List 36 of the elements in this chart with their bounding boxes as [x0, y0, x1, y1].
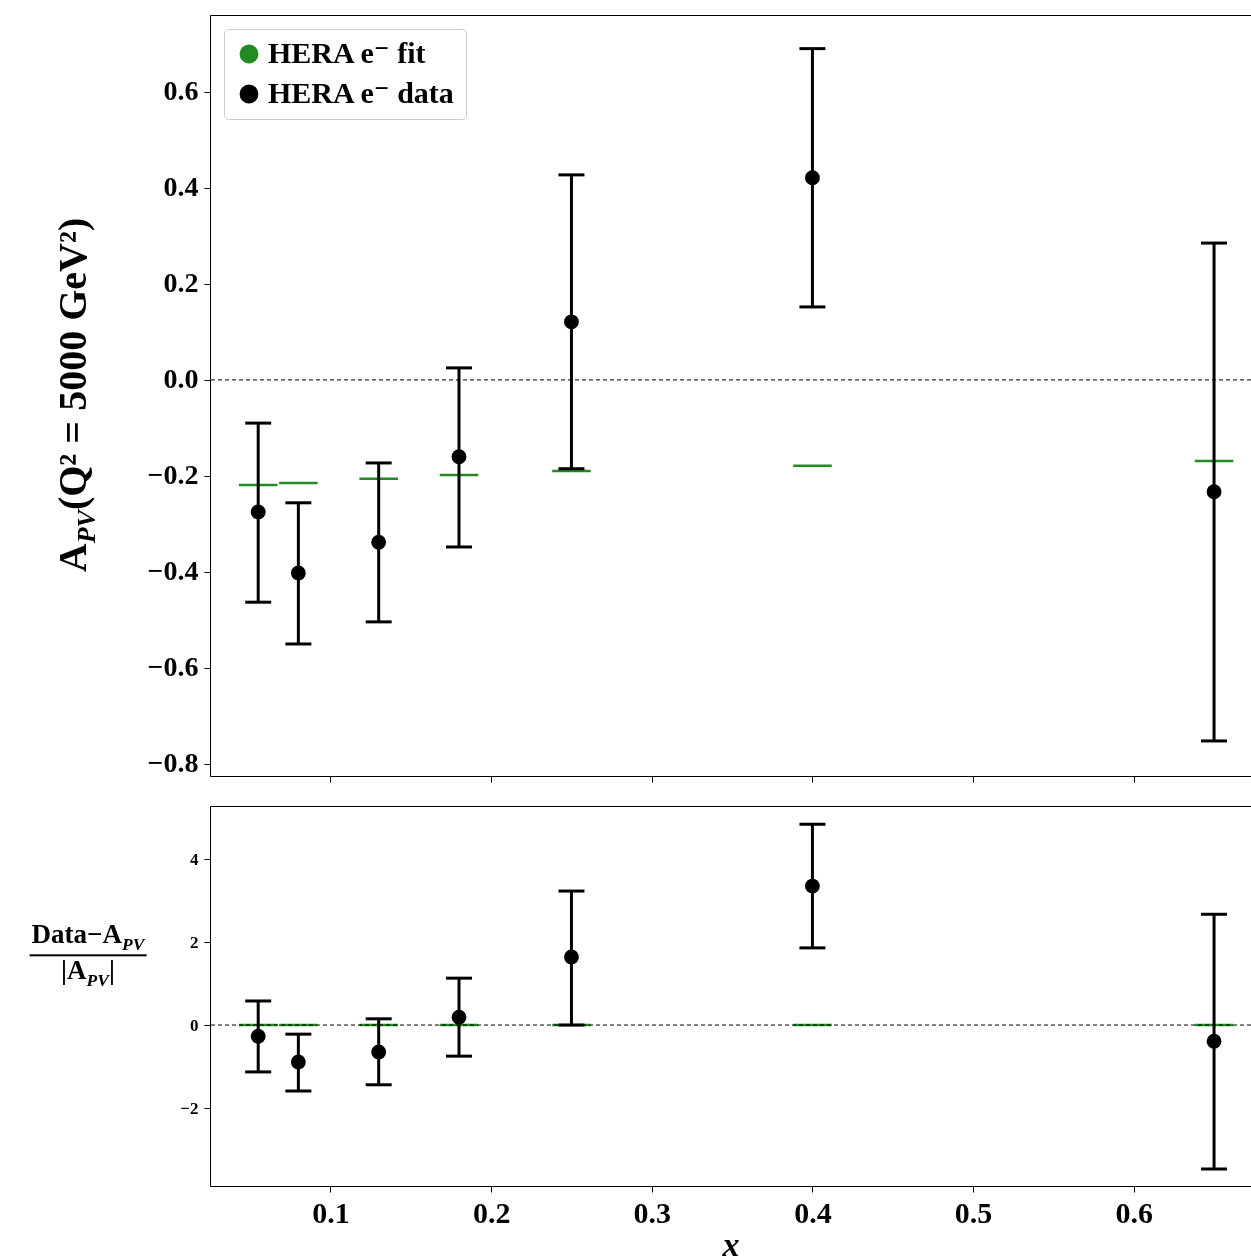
- y-tick-label: 0.0: [163, 363, 199, 395]
- point: [250, 504, 266, 520]
- x-tick-label: 0.2: [472, 1195, 511, 1229]
- point: [451, 1009, 467, 1025]
- point: [1206, 484, 1222, 500]
- x-tick-label: 0.6: [1115, 1195, 1153, 1229]
- y-tick-label: 0: [190, 1015, 199, 1035]
- y-tick-label: 4: [190, 849, 199, 869]
- y-tick-label: −0.8: [147, 747, 199, 779]
- point: [564, 949, 579, 965]
- y-tick-label: 0.4: [163, 171, 199, 203]
- point: [805, 878, 820, 894]
- y-tick-label: 0.2: [163, 267, 199, 299]
- x-tick-label: 0.1: [312, 1195, 350, 1229]
- x-axis-title: x: [721, 1225, 740, 1256]
- point: [290, 1054, 306, 1070]
- y-tick-label: −0.4: [147, 555, 199, 587]
- point: [564, 314, 579, 330]
- x-tick-label: 0.4: [794, 1195, 832, 1229]
- legend-label: HERA e⁻ data: [268, 76, 454, 109]
- point: [250, 1028, 266, 1044]
- point: [371, 534, 387, 550]
- point: [290, 565, 306, 581]
- y-tick-label: −2: [180, 1098, 199, 1118]
- legend-label: HERA e⁻ fit: [268, 36, 426, 69]
- y-tick-label: −0.6: [147, 651, 199, 683]
- point: [1206, 1033, 1222, 1049]
- point: [805, 170, 820, 186]
- y-tick-label: −0.2: [147, 459, 199, 491]
- x-tick-label: 0.3: [633, 1195, 672, 1229]
- text: Data−A$_{PV}$ |A$_{PV}$|: [31, 919, 145, 990]
- point: [371, 1044, 387, 1060]
- point: [451, 449, 467, 465]
- y-tick-label: 0.6: [163, 75, 199, 107]
- y-tick-label: 2: [190, 932, 199, 952]
- x-tick-label: 0.5: [954, 1195, 993, 1229]
